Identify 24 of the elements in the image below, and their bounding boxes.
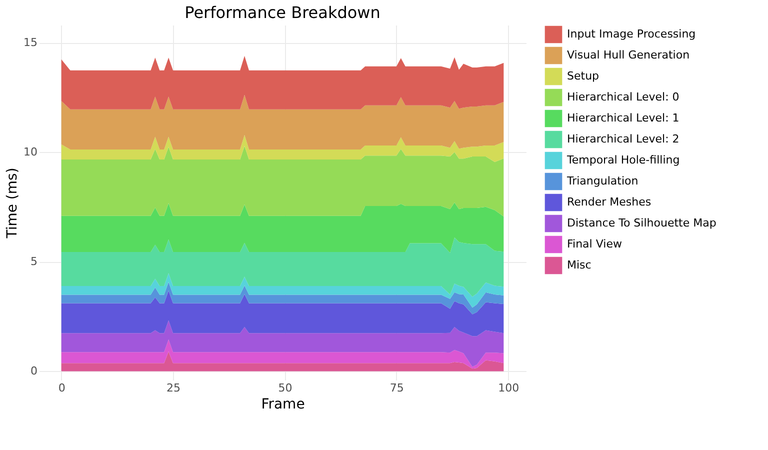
y-tick-label: 15 xyxy=(24,36,38,50)
legend-label: Input Image Processing xyxy=(567,28,696,40)
y-tick-label: 10 xyxy=(24,146,38,159)
x-tick-label: 25 xyxy=(166,382,181,394)
legend-label: Hierarchical Level: 2 xyxy=(567,132,680,146)
legend-label: Misc xyxy=(567,258,592,272)
x-tick-label: 75 xyxy=(390,382,404,394)
chart-title: Performance Breakdown xyxy=(184,3,380,22)
x-tick-label: 0 xyxy=(58,382,66,394)
y-axis-title: Time (ms) xyxy=(4,168,21,240)
legend-label: Distance To Silhouette Map xyxy=(567,216,716,230)
legend-label: Hierarchical Level: 0 xyxy=(567,90,680,104)
y-tick-label: 0 xyxy=(30,364,38,378)
x-tick-label: 50 xyxy=(278,382,292,394)
y-tick-label: 5 xyxy=(30,255,38,268)
legend-label: Render Meshes xyxy=(567,196,652,208)
legend-label: Visual Hull Generation xyxy=(567,48,690,62)
x-tick-label: 100 xyxy=(498,382,520,394)
x-axis-title: Frame xyxy=(261,396,305,412)
legend-label: Final View xyxy=(567,238,622,250)
legend-label: Hierarchical Level: 1 xyxy=(567,112,680,124)
legend-label: Temporal Hole-filling xyxy=(566,154,680,166)
legend-label: Triangulation xyxy=(566,174,638,188)
legend-label: Setup xyxy=(567,70,600,82)
